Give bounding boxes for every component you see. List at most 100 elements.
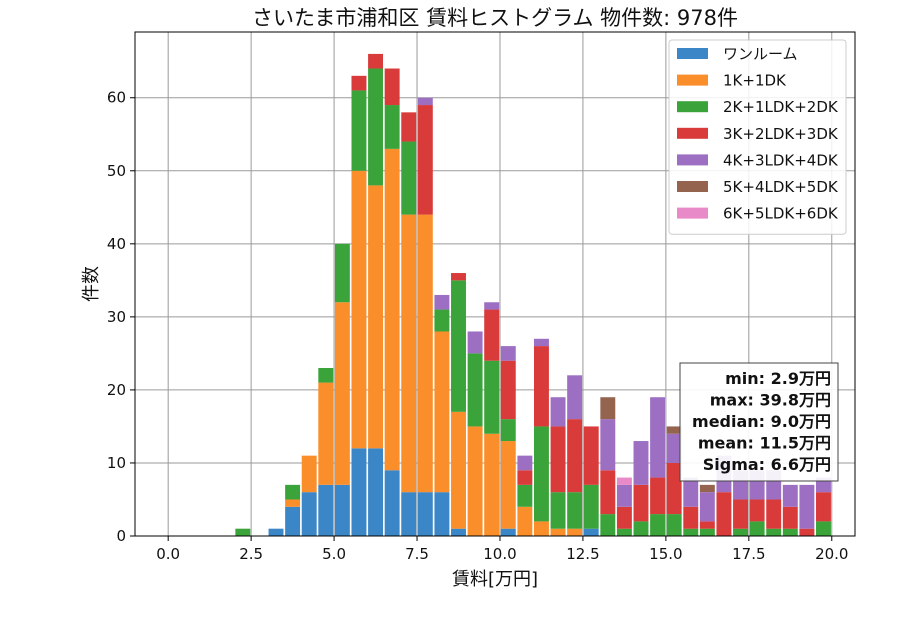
bar-2-0 bbox=[235, 528, 251, 536]
bar-2-16 bbox=[500, 419, 516, 442]
bar-3-20 bbox=[567, 419, 583, 493]
x-tick-label: 17.5 bbox=[732, 545, 765, 563]
legend-label: ワンルーム bbox=[723, 45, 798, 63]
bar-2-9 bbox=[384, 105, 400, 149]
bar-0-2 bbox=[268, 528, 284, 536]
bar-6-23 bbox=[616, 477, 632, 485]
x-axis-ticks: 0.0 2.5 5.0 7.5 10.0 12.5 15.0 17.5 20.0 bbox=[156, 536, 848, 563]
bar-0-9 bbox=[384, 470, 400, 536]
bar-3-32 bbox=[766, 499, 782, 529]
bar-3-29 bbox=[716, 492, 732, 536]
bar-3-27 bbox=[683, 506, 699, 529]
bar-1-3 bbox=[285, 499, 301, 507]
legend-swatch bbox=[677, 127, 708, 139]
bar-4-25 bbox=[650, 397, 666, 478]
bar-4-18 bbox=[533, 338, 549, 347]
bar-4-26 bbox=[666, 433, 682, 463]
x-tick-label: 0.0 bbox=[156, 545, 180, 563]
bar-2-13 bbox=[451, 280, 466, 412]
y-axis-ticks: 0 10 20 30 40 50 60 bbox=[107, 89, 135, 545]
bar-2-30 bbox=[733, 528, 748, 536]
legend-swatch bbox=[677, 101, 708, 113]
bar-4-20 bbox=[567, 375, 583, 420]
bar-2-26 bbox=[666, 514, 682, 536]
bar-2-12 bbox=[434, 309, 450, 332]
bar-3-18 bbox=[533, 346, 549, 427]
bar-1-16 bbox=[500, 441, 516, 529]
legend-swatch bbox=[677, 74, 708, 86]
bar-0-4 bbox=[301, 492, 317, 536]
bar-2-10 bbox=[401, 141, 417, 215]
bar-1-20 bbox=[567, 528, 583, 536]
bar-2-20 bbox=[567, 492, 583, 529]
legend-label: 3K+2LDK+3DK bbox=[723, 125, 839, 143]
bar-3-23 bbox=[616, 506, 632, 529]
legend-label: 5K+4LDK+5DK bbox=[723, 178, 839, 196]
stats-line: min: 2.9万円 bbox=[725, 369, 831, 388]
bar-3-19 bbox=[550, 426, 566, 493]
bar-0-3 bbox=[285, 506, 301, 536]
legend-swatch bbox=[677, 154, 708, 166]
bar-3-22 bbox=[600, 470, 616, 515]
bar-2-17 bbox=[517, 484, 533, 507]
stats-box: min: 2.9万円 max: 39.8万円 median: 9.0万円 mean: … bbox=[679, 362, 839, 482]
bar-3-26 bbox=[666, 462, 682, 515]
x-tick-label: 2.5 bbox=[239, 545, 263, 563]
legend-swatch bbox=[677, 48, 708, 59]
bar-3-17 bbox=[517, 470, 533, 485]
bar-4-33 bbox=[782, 484, 798, 507]
bar-2-25 bbox=[650, 514, 666, 536]
bar-1-12 bbox=[434, 331, 450, 493]
bar-0-7 bbox=[351, 448, 367, 536]
bar-3-9 bbox=[384, 68, 400, 106]
bar-1-15 bbox=[484, 433, 500, 536]
x-axis-label: 賃料[万円] bbox=[452, 569, 538, 590]
bar-1-9 bbox=[384, 148, 400, 471]
bar-3-28 bbox=[699, 521, 715, 529]
bar-2-3 bbox=[285, 484, 301, 500]
bar-2-22 bbox=[600, 514, 616, 536]
bar-4-12 bbox=[434, 294, 450, 310]
bar-1-6 bbox=[334, 302, 350, 485]
bar-4-23 bbox=[616, 484, 632, 507]
bar-4-14 bbox=[467, 331, 483, 354]
y-tick-label: 10 bbox=[107, 454, 126, 472]
bar-2-23 bbox=[616, 528, 632, 536]
bar-2-27 bbox=[683, 528, 699, 536]
bar-0-21 bbox=[583, 528, 599, 536]
bar-1-17 bbox=[517, 506, 533, 536]
bar-0-11 bbox=[417, 492, 433, 536]
bar-0-8 bbox=[368, 448, 384, 536]
bar-2-5 bbox=[318, 368, 334, 383]
legend-label: 1K+1DK bbox=[723, 72, 787, 90]
bar-4-22 bbox=[600, 419, 616, 471]
bar-2-7 bbox=[351, 90, 367, 171]
bar-2-21 bbox=[583, 484, 599, 529]
x-tick-label: 10.0 bbox=[483, 545, 516, 563]
bar-1-19 bbox=[550, 528, 566, 536]
bar-0-10 bbox=[401, 492, 417, 536]
bar-4-28 bbox=[699, 492, 715, 522]
bar-3-15 bbox=[484, 309, 500, 361]
bar-1-13 bbox=[451, 411, 466, 529]
bar-3-10 bbox=[401, 112, 417, 142]
y-tick-label: 20 bbox=[107, 381, 126, 399]
bar-3-8 bbox=[368, 53, 384, 69]
bar-4-27 bbox=[683, 477, 699, 507]
y-axis-label: 件数 bbox=[81, 266, 102, 302]
bar-1-5 bbox=[318, 382, 334, 485]
bar-3-16 bbox=[500, 360, 516, 420]
bar-3-31 bbox=[749, 499, 765, 522]
y-tick-label: 30 bbox=[107, 308, 126, 326]
bar-3-34 bbox=[799, 528, 815, 536]
bar-1-8 bbox=[368, 185, 384, 449]
bar-4-11 bbox=[417, 97, 433, 106]
bar-0-13 bbox=[451, 528, 466, 536]
bar-0-6 bbox=[334, 484, 350, 536]
bar-2-19 bbox=[550, 492, 566, 529]
bar-3-11 bbox=[417, 105, 433, 215]
bar-0-12 bbox=[434, 492, 450, 536]
bar-5-28 bbox=[699, 484, 715, 493]
bar-3-7 bbox=[351, 75, 367, 91]
bar-2-32 bbox=[766, 528, 782, 536]
